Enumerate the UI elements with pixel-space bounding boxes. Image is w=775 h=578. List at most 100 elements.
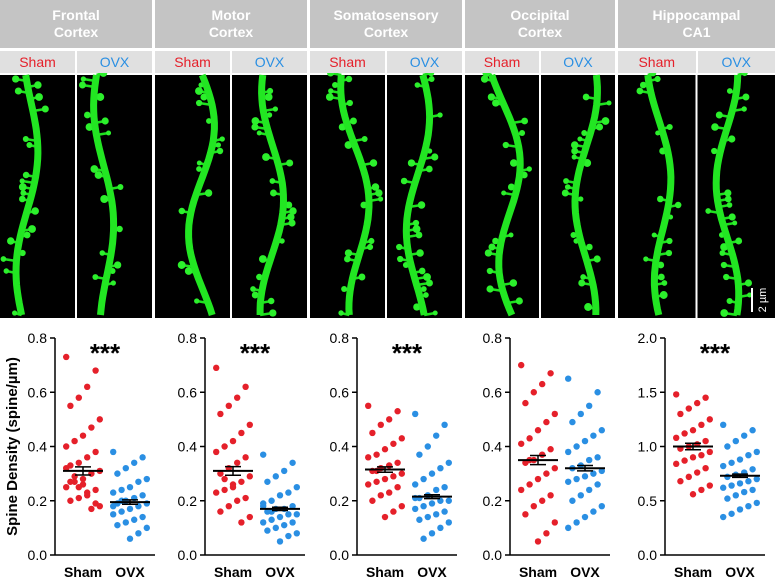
data-point bbox=[681, 430, 688, 437]
spine-head bbox=[251, 123, 259, 131]
group-label: Sham bbox=[0, 51, 75, 73]
data-point bbox=[412, 505, 419, 513]
spine-head bbox=[101, 117, 109, 125]
significance: *** bbox=[240, 338, 271, 368]
group-label-text: OVX bbox=[99, 54, 130, 70]
spine-head bbox=[715, 111, 723, 119]
data-point bbox=[565, 524, 572, 532]
data-point bbox=[229, 437, 237, 445]
data-point bbox=[573, 519, 580, 526]
data-point bbox=[281, 467, 288, 475]
spine-head bbox=[726, 297, 733, 305]
data-point bbox=[539, 497, 546, 504]
spine-head bbox=[378, 196, 384, 202]
data-point bbox=[428, 470, 436, 477]
data-point bbox=[677, 410, 684, 418]
dendrite bbox=[571, 74, 601, 316]
spine-head bbox=[194, 298, 200, 304]
data-point bbox=[518, 440, 525, 447]
data-point bbox=[736, 506, 744, 513]
y-tick-label: 1.5 bbox=[638, 384, 658, 400]
data-point bbox=[114, 521, 121, 529]
data-point bbox=[594, 454, 601, 461]
group-label: OVX bbox=[697, 51, 775, 73]
data-point bbox=[577, 410, 584, 418]
y-tick-label: 0.2 bbox=[330, 493, 350, 509]
region-title-text: Motor Cortex bbox=[208, 7, 254, 40]
data-point bbox=[75, 494, 83, 502]
x-tick-label: OVX bbox=[570, 564, 600, 578]
data-point bbox=[285, 511, 292, 518]
data-point bbox=[131, 459, 138, 466]
data-point bbox=[62, 483, 70, 491]
data-point bbox=[594, 481, 601, 488]
spine-head bbox=[601, 117, 610, 125]
data-point bbox=[92, 500, 99, 507]
data-point bbox=[139, 454, 146, 461]
spine-head bbox=[665, 249, 673, 257]
spine-head bbox=[286, 159, 294, 167]
spine-head bbox=[90, 165, 99, 173]
y-axis-title: Spine Density (spine/µm) bbox=[4, 357, 21, 536]
data-point bbox=[420, 502, 427, 510]
data-point bbox=[445, 497, 452, 504]
spine-head bbox=[728, 135, 736, 143]
data-point bbox=[285, 532, 292, 540]
spine-head bbox=[657, 195, 664, 203]
data-point bbox=[143, 524, 150, 532]
data-point bbox=[581, 473, 589, 480]
spine-head bbox=[7, 237, 15, 245]
data-point bbox=[598, 427, 605, 434]
spine-head bbox=[289, 207, 297, 215]
data-point bbox=[242, 454, 249, 461]
spine-head bbox=[288, 219, 296, 227]
spine-head bbox=[724, 189, 732, 197]
x-tick-label: Sham bbox=[519, 564, 557, 578]
data-point bbox=[590, 470, 597, 477]
spine-head bbox=[196, 166, 202, 172]
data-point bbox=[569, 418, 576, 426]
data-point bbox=[437, 524, 444, 532]
data-point bbox=[126, 505, 134, 513]
spine-head bbox=[361, 136, 368, 142]
data-point bbox=[126, 535, 134, 542]
data-point bbox=[289, 519, 296, 526]
spine-head bbox=[593, 255, 601, 263]
data-point bbox=[569, 497, 576, 504]
data-point bbox=[720, 462, 727, 470]
y-tick-label: 0.8 bbox=[483, 330, 503, 346]
y-tick-label: 0.0 bbox=[178, 547, 198, 563]
y-tick-label: 0.0 bbox=[28, 547, 48, 563]
spine-head bbox=[12, 310, 18, 316]
spine-head bbox=[216, 147, 224, 155]
data-point bbox=[84, 383, 91, 391]
data-point bbox=[581, 437, 589, 445]
data-point bbox=[139, 513, 146, 521]
spine-head bbox=[480, 75, 489, 83]
spine-head bbox=[344, 249, 353, 257]
data-point bbox=[386, 416, 393, 423]
sem-bar bbox=[424, 494, 440, 500]
data-point bbox=[724, 473, 731, 481]
spine-head bbox=[110, 280, 116, 286]
spine-head bbox=[508, 232, 514, 238]
spine-head bbox=[741, 106, 747, 112]
spine-head bbox=[358, 273, 366, 281]
data-point bbox=[221, 443, 228, 450]
spine-head bbox=[279, 238, 285, 244]
spine-head bbox=[366, 243, 374, 251]
data-point bbox=[522, 511, 529, 518]
sem-bar bbox=[685, 442, 701, 451]
spine-head bbox=[407, 159, 416, 167]
data-point bbox=[238, 478, 245, 485]
data-point bbox=[276, 513, 284, 521]
sem-bar bbox=[272, 506, 288, 512]
spine-head bbox=[666, 237, 673, 245]
data-point bbox=[745, 451, 752, 459]
data-point bbox=[420, 475, 427, 483]
spine-head bbox=[723, 273, 730, 281]
spine-head bbox=[582, 93, 590, 101]
data-point bbox=[221, 486, 228, 494]
dendrite bbox=[644, 74, 675, 316]
spine-head bbox=[720, 261, 728, 269]
